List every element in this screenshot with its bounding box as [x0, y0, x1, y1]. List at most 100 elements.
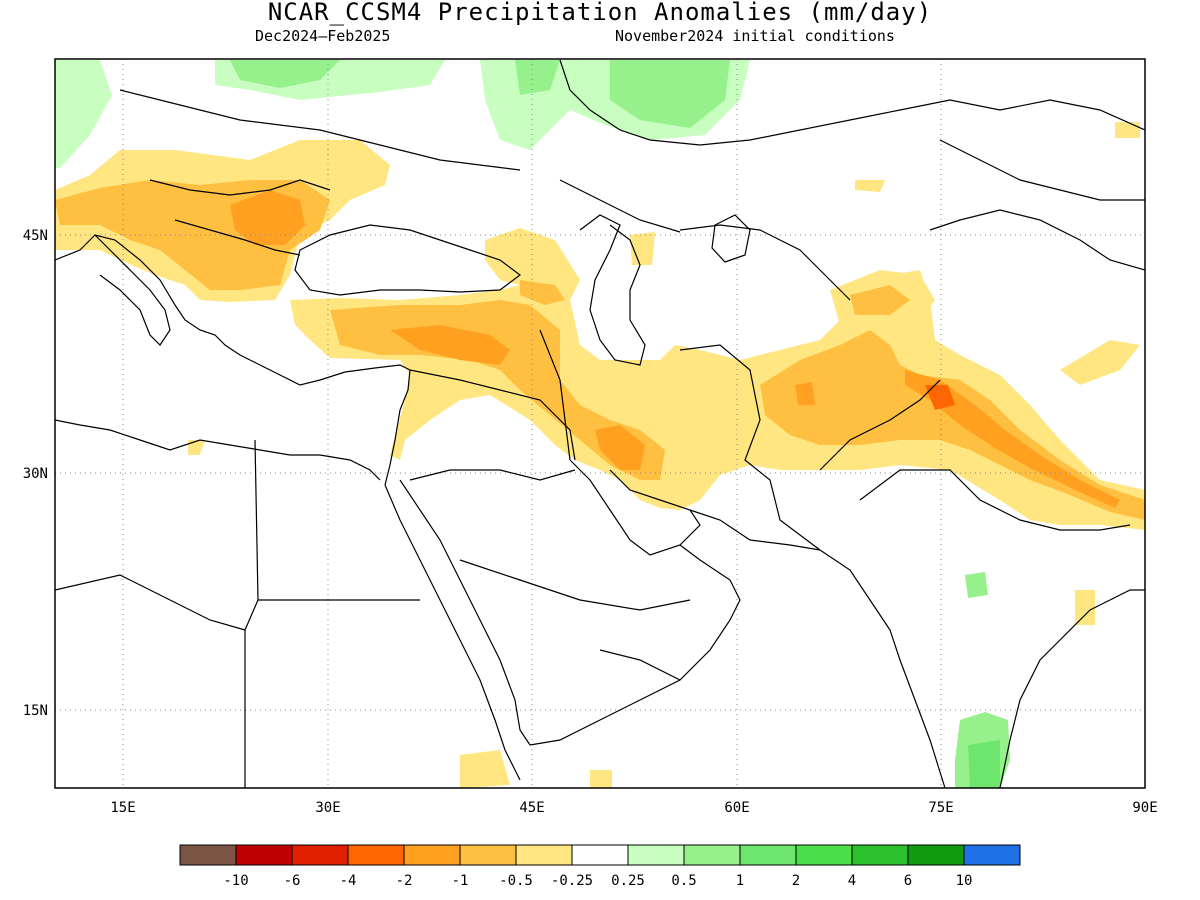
legend-swatch	[739, 844, 797, 866]
legend-label: -0.5	[499, 873, 533, 889]
dry-anomaly-mongolia	[1115, 122, 1140, 138]
legend-swatch	[851, 844, 909, 866]
lon-label-30e: 30E	[315, 800, 340, 816]
coastlines-and-borders	[55, 59, 1145, 788]
border-1	[244, 439, 259, 788]
border-5	[539, 329, 571, 461]
legend-swatch	[627, 844, 685, 866]
border-7	[819, 379, 941, 471]
legend-label: 0.25	[611, 873, 645, 889]
legend-label: -10	[223, 873, 248, 889]
dry-anomaly-horn	[460, 750, 510, 788]
europe-coastline	[55, 234, 411, 386]
border-18	[459, 559, 691, 611]
dry-anomaly-aden	[590, 770, 612, 788]
legend-swatch	[291, 844, 349, 866]
dry-anomaly-caucasus-core	[520, 280, 565, 305]
legend-label: -2	[396, 873, 413, 889]
black-sea	[294, 224, 521, 296]
legend-swatch	[347, 844, 405, 866]
north-africa-coast	[55, 419, 381, 481]
lat-label-15n: 15N	[23, 703, 48, 719]
wet-anomaly-northwest	[55, 60, 112, 168]
wet-anomaly-eastern-europe-core	[230, 60, 340, 88]
caspian-sea	[579, 214, 646, 366]
legend-swatch	[179, 844, 237, 866]
lon-label-15e: 15E	[110, 800, 135, 816]
dry-anomaly-tibet-east	[1060, 340, 1140, 385]
dry-anomaly-kashmir-peak	[925, 385, 955, 410]
dry-anomaly-turkey-strong	[390, 325, 510, 365]
lat-label-45n: 45N	[23, 228, 48, 244]
legend-label: -6	[284, 873, 301, 889]
legend-swatch	[571, 844, 629, 866]
legend-swatch	[795, 844, 853, 866]
init-conditions-label: November2024 initial conditions	[615, 27, 895, 45]
dry-anomaly-himalaya-strong	[905, 370, 1120, 508]
latitude-labels: 45N 30N 15N	[23, 228, 48, 719]
dry-anomaly-iraq-strong	[595, 425, 645, 470]
legend-label: -0.25	[551, 873, 593, 889]
legend-label: 4	[848, 873, 856, 889]
border-15	[149, 179, 331, 196]
legend-swatch	[963, 844, 1021, 866]
legend-swatch	[683, 844, 741, 866]
lat-label-30n: 30N	[23, 466, 48, 482]
legend-label: 0.5	[671, 873, 696, 889]
border-17	[409, 469, 576, 481]
red-sea-east	[399, 479, 531, 746]
persian-gulf	[569, 459, 701, 556]
wet-anomaly-russia-core2	[515, 60, 560, 95]
border-13	[559, 179, 681, 233]
india-east-coast	[999, 589, 1145, 788]
longitude-labels: 15E 30E 45E 60E 75E 90E	[110, 800, 1157, 816]
legend-swatch	[235, 844, 293, 866]
border-10	[559, 59, 1145, 146]
legend-swatch	[403, 844, 461, 866]
red-sea-west	[384, 484, 521, 781]
dry-anomaly-bay-of-bengal	[1075, 590, 1095, 625]
legend-label: -1	[452, 873, 469, 889]
aral-sea	[711, 214, 751, 263]
border-9	[679, 224, 851, 301]
legend-swatch	[459, 844, 517, 866]
legend-swatch	[907, 844, 965, 866]
border-11	[939, 139, 1145, 201]
legend-label: 6	[904, 873, 912, 889]
dry-anomaly-siberia	[855, 180, 885, 192]
legend-label: 1	[736, 873, 744, 889]
color-legend: -10 -6 -4 -2 -1 -0.5 -0.25 0.25 0.5 1 2 4 6 10	[179, 844, 1021, 889]
lon-label-60e: 60E	[724, 800, 749, 816]
wet-anomaly-india-east	[965, 572, 988, 598]
legend-label: -4	[340, 873, 357, 889]
legend-swatch	[515, 844, 573, 866]
border-4	[409, 369, 576, 461]
border-19	[599, 649, 681, 681]
border-12	[929, 209, 1145, 271]
italy-coast	[94, 234, 171, 346]
wet-anomaly-russia-core	[610, 60, 730, 128]
anomaly-fields	[55, 60, 1145, 788]
border-3	[55, 574, 246, 631]
map-frame	[54, 58, 1146, 789]
iran-coast	[689, 509, 821, 551]
lon-label-90e: 90E	[1132, 800, 1157, 816]
wet-anomaly-south-india-core	[968, 740, 1000, 788]
border-6	[679, 344, 821, 551]
border-8	[859, 469, 1131, 531]
graticule	[55, 59, 1145, 788]
legend-label: 10	[956, 873, 973, 889]
legend-label: 2	[792, 873, 800, 889]
levant-coast	[384, 369, 411, 486]
border-16	[174, 219, 301, 256]
india-west-coast	[819, 549, 946, 788]
chart-title: NCAR_CCSM4 Precipitation Anomalies (mm/d…	[267, 0, 933, 26]
lon-label-75e: 75E	[928, 800, 953, 816]
dry-anomaly-afghan-spot	[795, 382, 815, 405]
dry-anomaly-libya	[188, 440, 205, 455]
season-label: Dec2024–Feb2025	[255, 27, 391, 45]
arabia-south	[529, 544, 741, 746]
dry-anomaly-central-asia-core	[850, 285, 910, 315]
border-14	[119, 89, 521, 171]
